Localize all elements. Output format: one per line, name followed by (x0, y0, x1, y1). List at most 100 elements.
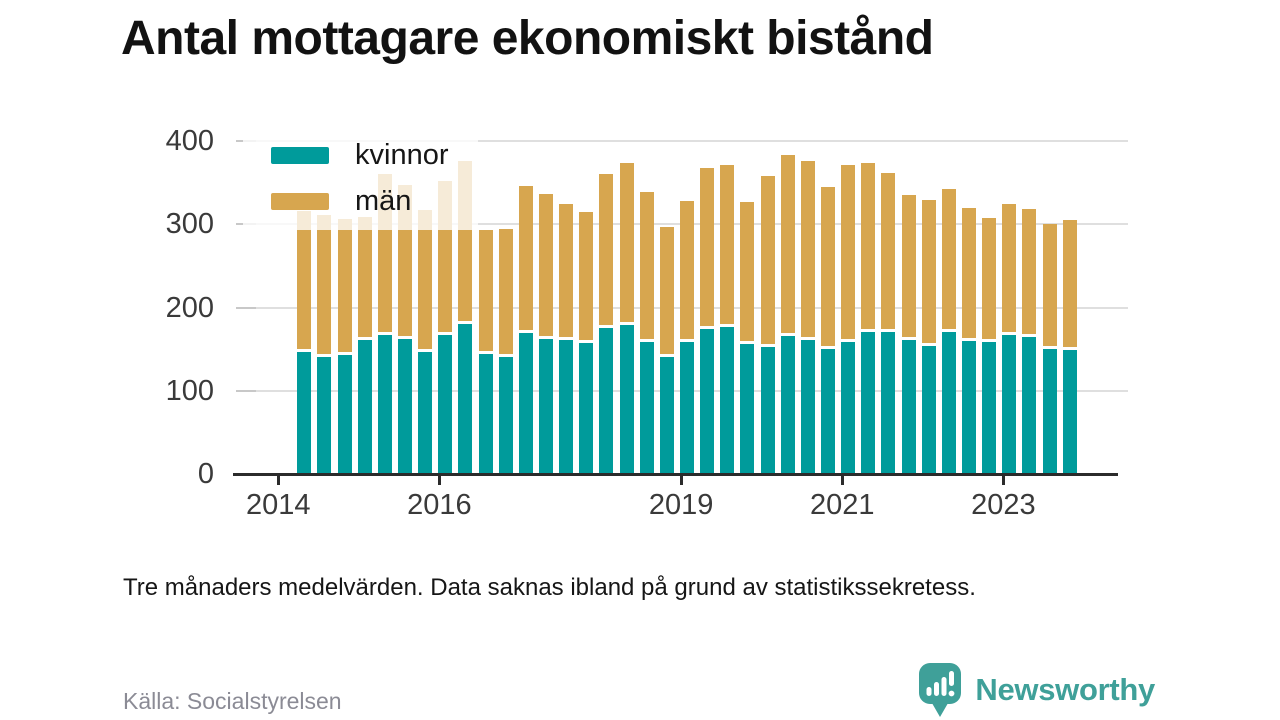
bar-kvinnor-segment (478, 354, 493, 474)
bar-kvinnor-segment (679, 341, 694, 474)
legend-swatch-kvinnor (271, 147, 329, 164)
bar-kvinnor-segment (921, 345, 936, 474)
bar-kvinnor-segment (1042, 349, 1057, 474)
bar-kvinnor-segment (357, 339, 372, 474)
bar-man-segment (881, 172, 896, 329)
bar-man-segment (679, 201, 694, 339)
x-tick-2019 (679, 476, 683, 485)
x-tick-2021 (840, 476, 844, 485)
legend-label-man: män (355, 185, 412, 217)
bar-man-segment (901, 195, 916, 337)
bar-kvinnor-segment (720, 327, 735, 474)
bar-kvinnor-segment (317, 356, 332, 474)
bar-man-segment (760, 176, 775, 345)
x-tick-label-2014: 2014 (246, 489, 311, 521)
bar-kvinnor-segment (760, 347, 775, 474)
bar-man-segment (539, 193, 553, 337)
chart-title: Antal mottagare ekonomiskt bistånd (121, 12, 934, 65)
x-tick-2023 (1001, 476, 1005, 485)
bar-man-segment (961, 207, 976, 338)
bar-kvinnor-segment (539, 339, 553, 474)
grid-tick-100 (236, 389, 256, 392)
bar-kvinnor-segment (619, 324, 634, 474)
chart-legend: kvinnor män (243, 131, 478, 230)
bar-kvinnor-segment (659, 357, 674, 474)
x-tick-2016 (437, 476, 441, 485)
bar-kvinnor-segment (518, 333, 533, 474)
bar-kvinnor-segment (438, 334, 453, 474)
bar-kvinnor-segment (861, 332, 876, 474)
bar-kvinnor-segment (941, 332, 956, 474)
bar-kvinnor-segment (377, 334, 392, 474)
bar-kvinnor-segment (297, 351, 312, 474)
bar-man-segment (1022, 208, 1037, 335)
bar-kvinnor-segment (398, 339, 412, 474)
legend-swatch-man (271, 193, 329, 210)
x-tick-label-2016: 2016 (407, 489, 472, 521)
bar-man-segment (700, 167, 715, 327)
bar-man-segment (841, 165, 856, 339)
chart-caption: Tre månaders medelvärden. Data saknas ib… (123, 574, 976, 601)
bar-man-segment (659, 227, 674, 355)
bar-man-segment (740, 202, 755, 342)
bar-kvinnor-segment (559, 339, 574, 474)
bar-kvinnor-segment (881, 331, 896, 474)
bar-man-segment (1042, 223, 1057, 347)
brand-logo: Newsworthy (919, 663, 1155, 717)
bar-man-segment (1002, 203, 1017, 332)
bar-kvinnor-segment (982, 342, 997, 474)
bar-man-segment (599, 173, 614, 326)
bar-kvinnor-segment (458, 324, 473, 474)
bar-man-segment (780, 155, 795, 333)
bar-kvinnor-segment (1022, 337, 1037, 474)
bar-kvinnor-segment (901, 339, 916, 474)
bar-man-segment (559, 203, 574, 337)
bar-kvinnor-segment (639, 341, 654, 474)
bar-man-segment (579, 212, 594, 341)
bar-kvinnor-segment (780, 335, 795, 474)
bar-kvinnor-segment (820, 349, 835, 474)
source-credit: Källa: Socialstyrelsen (123, 688, 342, 714)
bar-man-segment (800, 161, 815, 337)
bar-kvinnor-segment (841, 341, 856, 474)
x-tick-label-2023: 2023 (971, 489, 1036, 521)
x-axis-line (233, 473, 1118, 476)
bar-man-segment (518, 186, 533, 331)
bar-man-segment (720, 165, 735, 325)
x-tick-label-2019: 2019 (648, 489, 714, 521)
brand-wordmark: Newsworthy (975, 672, 1155, 707)
bar-man-segment (498, 228, 513, 354)
newsworthy-bubble-chart-icon (919, 663, 962, 717)
bar-man-segment (478, 230, 493, 352)
y-tick-label-300: 300 (165, 208, 214, 241)
bar-kvinnor-segment (1002, 334, 1017, 474)
bar-man-segment (337, 218, 352, 352)
bar-man-segment (982, 217, 997, 340)
bar-man-segment (297, 211, 312, 349)
x-tick-2014 (276, 476, 280, 485)
bar-kvinnor-segment (700, 329, 715, 474)
grid-line-400 (236, 140, 1128, 142)
y-tick-label-100: 100 (165, 374, 214, 407)
bar-man-segment (820, 187, 835, 347)
y-tick-label-200: 200 (165, 291, 214, 324)
bar-man-segment (861, 162, 876, 330)
bar-man-segment (418, 210, 433, 349)
grid-tick-200 (236, 306, 256, 309)
bar-kvinnor-segment (961, 340, 976, 474)
bar-kvinnor-segment (498, 356, 513, 474)
bar-kvinnor-segment (1062, 349, 1077, 474)
bar-kvinnor-segment (337, 354, 352, 474)
x-tick-label-2021: 2021 (810, 489, 875, 521)
bar-kvinnor-segment (599, 328, 614, 474)
bar-man-segment (639, 192, 654, 339)
bar-kvinnor-segment (800, 339, 815, 474)
bar-kvinnor-segment (740, 344, 755, 474)
bar-man-segment (941, 188, 956, 330)
legend-label-kvinnor: kvinnor (355, 139, 449, 171)
bar-kvinnor-segment (418, 351, 433, 474)
bar-man-segment (1062, 219, 1077, 347)
bar-man-segment (357, 217, 372, 337)
y-tick-label-400: 400 (165, 125, 214, 157)
